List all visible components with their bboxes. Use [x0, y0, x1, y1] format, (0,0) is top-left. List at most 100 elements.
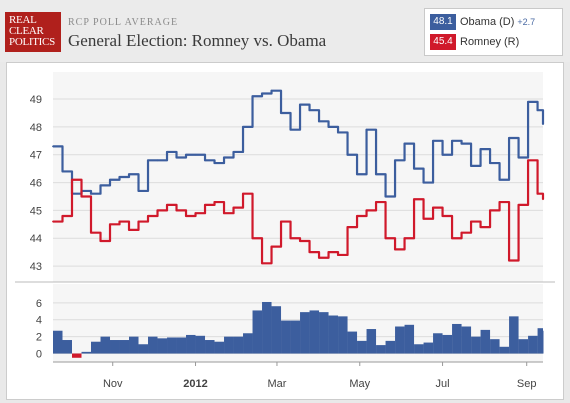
- upper-y-tick-label: 43: [30, 261, 42, 273]
- obama-line: [53, 89, 545, 198]
- spread-bar: [233, 336, 244, 354]
- obama-data-point: [204, 159, 206, 162]
- romney-data-point: [403, 237, 406, 240]
- spread-bar: [490, 339, 500, 354]
- romney-data-point: [422, 217, 425, 220]
- romney-data-point: [517, 203, 520, 206]
- spread-bar: [328, 315, 339, 354]
- spread-bar: [366, 329, 377, 354]
- obama-data-point: [365, 128, 368, 131]
- obama-data-point: [403, 142, 406, 145]
- spread-bar: [300, 312, 310, 354]
- obama-data-point: [90, 192, 92, 195]
- spread-bar: [471, 336, 481, 354]
- realclearpolitics-logo[interactable]: REAL CLEAR POLITICS: [5, 12, 61, 52]
- romney-data-point: [542, 198, 544, 201]
- x-tick-label: 2012: [183, 378, 207, 390]
- obama-data-point: [470, 164, 472, 167]
- romney-data-point: [413, 198, 415, 201]
- upper-y-tick-label: 45: [30, 205, 42, 217]
- obama-data-point: [375, 173, 377, 176]
- spread-bar: [138, 344, 149, 354]
- obama-data-point: [52, 145, 54, 148]
- romney-data-point: [536, 192, 539, 195]
- romney-data-point: [175, 209, 178, 212]
- spread-bar: [129, 336, 139, 354]
- romney-data-point: [394, 248, 396, 251]
- spread-bar: [72, 353, 82, 358]
- romney-data-point: [204, 203, 206, 206]
- romney-data-point: [270, 245, 273, 248]
- romney-data-point: [375, 201, 377, 203]
- spread-bar: [148, 336, 158, 354]
- spread-bar: [205, 340, 215, 354]
- lower-y-axis-labels: 0 2 4 6: [36, 298, 42, 361]
- obama-data-point: [460, 142, 463, 145]
- romney-data-point: [80, 195, 83, 198]
- romney-data-point: [280, 220, 282, 223]
- lower-y-tick-label: 4: [36, 315, 42, 327]
- obama-data-point: [527, 100, 529, 103]
- spread-bar: [262, 301, 272, 354]
- x-tick-label: May: [349, 378, 370, 390]
- obama-data-point: [413, 167, 415, 170]
- spread-bar: [290, 320, 301, 354]
- spread-bar: [414, 344, 424, 354]
- romney-data-point: [137, 220, 140, 223]
- romney-data-point: [299, 240, 301, 242]
- obama-data-point: [441, 153, 444, 156]
- spread-bar: [357, 340, 367, 354]
- x-axis-labels: Nov 2012 Mar May Jul Sep: [103, 362, 537, 390]
- romney-data-point: [166, 203, 168, 206]
- romney-data-point: [384, 237, 387, 240]
- spread-bar: [167, 337, 177, 354]
- spread-bar: [338, 316, 348, 354]
- spread-bar: [509, 316, 519, 354]
- obama-data-point: [498, 178, 501, 181]
- legend-item-obama[interactable]: 48.1 Obama (D) +2.7: [430, 14, 535, 30]
- spread-bar: [91, 341, 101, 354]
- logo-line: POLITICS: [9, 36, 55, 48]
- spread-bar: [214, 341, 225, 354]
- spread-bar: [281, 320, 291, 354]
- spread-bar: [404, 324, 415, 354]
- obama-data-point: [356, 173, 358, 176]
- romney-data-point: [52, 220, 54, 223]
- spread-bar: [110, 340, 120, 354]
- spread-bar: [376, 345, 386, 354]
- lower-y-tick-label: 0: [36, 349, 42, 361]
- spread-bar: [81, 351, 92, 354]
- romney-data-point: [527, 159, 529, 162]
- spread-bar: [480, 329, 491, 354]
- spread-bar: [176, 337, 187, 354]
- romney-data-point: [90, 231, 92, 234]
- logo-line: REAL: [9, 14, 37, 26]
- romney-data-point: [118, 220, 121, 223]
- spread-bar: [543, 330, 544, 354]
- spread-bar: [195, 335, 206, 354]
- upper-plot-area: [53, 72, 543, 282]
- obama-data-point: [185, 153, 187, 156]
- obama-data-point: [61, 170, 64, 173]
- spread-bar: [395, 326, 405, 354]
- lower-y-tick-label: 2: [36, 332, 42, 344]
- spread-bar: [252, 310, 263, 354]
- upper-series-lines: [52, 89, 545, 265]
- legend-item-romney[interactable]: 45.4 Romney (R): [430, 34, 519, 50]
- romney-data-point: [479, 226, 482, 229]
- upper-y-axis-labels: 43 44 45 46 47 48 49: [30, 94, 42, 273]
- obama-data-point: [308, 109, 311, 112]
- obama-data-point: [128, 173, 130, 176]
- spread-bar: [385, 340, 396, 354]
- romney-data-point: [441, 215, 444, 217]
- obama-data-point: [289, 128, 292, 131]
- spread-bar: [271, 306, 282, 354]
- romney-data-point: [213, 201, 216, 203]
- spread-bar: [119, 340, 130, 354]
- obama-data-point: [508, 137, 510, 139]
- obama-data-point: [223, 156, 225, 159]
- spread-bar: [186, 334, 196, 354]
- romney-data-point: [109, 223, 111, 226]
